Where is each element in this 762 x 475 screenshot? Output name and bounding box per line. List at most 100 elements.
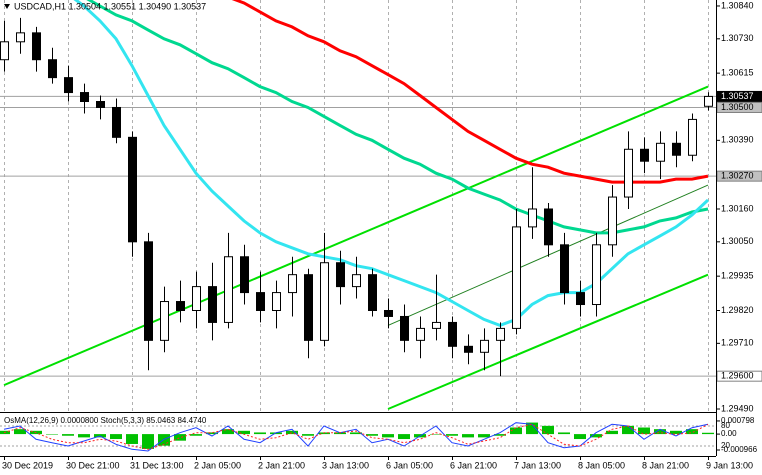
x-tick-label: 3 Jan 13:00 xyxy=(322,460,369,470)
osma-bar xyxy=(334,432,346,435)
candle-body xyxy=(480,339,489,353)
candle-body xyxy=(416,327,425,341)
x-tick-label: 31 Dec 13:00 xyxy=(130,460,184,470)
osma-bar xyxy=(446,434,458,436)
chart-title: USDCAD,H1 1.30504 1.30551 1.30490 1.3053… xyxy=(14,1,206,11)
osma-bar xyxy=(126,434,138,444)
osma-bar xyxy=(318,432,330,435)
x-tick-label: 9 Jan 13:00 xyxy=(706,460,753,470)
candle-body xyxy=(512,226,521,329)
candle-body xyxy=(496,327,505,341)
osma-bar xyxy=(46,434,58,435)
osma-bar xyxy=(222,429,234,435)
osma-bar xyxy=(590,434,602,438)
y-tick-label: 1.29710 xyxy=(721,338,754,348)
osma-bar xyxy=(254,432,266,435)
osma-bar xyxy=(382,434,394,438)
candle-body xyxy=(592,244,601,306)
candle-body xyxy=(656,142,665,162)
level-label: 1.30270 xyxy=(721,171,754,181)
candle-body xyxy=(352,274,361,288)
y-tick-label: 1.30840 xyxy=(721,0,754,10)
candle-body xyxy=(624,148,633,198)
x-tick-label: 30 Dec 21:00 xyxy=(66,460,120,470)
y-tick-label: 1.29935 xyxy=(721,271,754,281)
candle-body xyxy=(0,41,9,61)
osma-bar xyxy=(286,430,298,435)
osma-bar xyxy=(398,434,410,440)
candle-body xyxy=(176,301,185,311)
osma-bar xyxy=(78,434,90,438)
moving-average xyxy=(86,0,709,235)
osma-bar xyxy=(206,432,218,435)
candle-body xyxy=(400,315,409,341)
osma-bar xyxy=(622,425,634,435)
level-label: 1.29600 xyxy=(721,371,754,381)
y-tick-label: -0.000966 xyxy=(721,445,758,454)
osma-bar xyxy=(478,434,490,438)
osma-bar xyxy=(686,429,698,435)
y-tick-label: 1.30730 xyxy=(721,33,754,43)
candle-body xyxy=(336,262,345,288)
osma-bar xyxy=(574,434,586,440)
stoch-tick-label: 20 xyxy=(721,441,730,450)
osma-bar xyxy=(174,434,186,441)
candle-body xyxy=(320,262,329,341)
candle-body xyxy=(304,274,313,341)
stoch-line xyxy=(3,422,709,452)
candle-body xyxy=(144,241,153,341)
candle-body xyxy=(224,256,233,323)
candle-body xyxy=(704,95,713,107)
osma-bar xyxy=(462,434,474,438)
osma-bar xyxy=(558,432,570,435)
osma-bar xyxy=(654,429,666,435)
level-label: 1.30537 xyxy=(721,91,754,101)
osma-bar xyxy=(510,427,522,435)
candle-body xyxy=(432,321,441,329)
price-panel xyxy=(0,0,716,412)
osma-bar xyxy=(62,434,74,436)
osma-bar xyxy=(670,430,682,435)
candle-body xyxy=(16,32,25,43)
x-tick-label: 2 Jan 21:00 xyxy=(258,460,305,470)
osma-bar xyxy=(542,425,554,435)
candle-body xyxy=(160,301,169,341)
osma-bar xyxy=(14,429,26,435)
candle-body xyxy=(112,106,121,138)
candle-body xyxy=(80,92,89,103)
y-tick-label: 1.30050 xyxy=(721,236,754,246)
x-tick-label: 7 Jan 13:00 xyxy=(514,460,561,470)
oscillator-title: OsMA(12,26,9) 0.0000800 Stoch(5,3,3) 85.… xyxy=(4,416,207,425)
candle-body xyxy=(48,59,57,79)
x-tick-label: 8 Jan 05:00 xyxy=(578,460,625,470)
osma-bar xyxy=(494,434,506,436)
level-label: 1.30500 xyxy=(721,102,754,112)
symbol-icon xyxy=(4,4,10,9)
stoch-tick-label: 80 xyxy=(721,421,730,430)
candle-body xyxy=(96,101,105,108)
osma-bar xyxy=(238,430,250,435)
candle-body xyxy=(32,32,41,61)
candle-body xyxy=(64,77,73,94)
candle-body xyxy=(272,292,281,311)
osma-bar xyxy=(190,434,202,436)
x-tick-label: 2 Jan 05:00 xyxy=(194,460,241,470)
candle-body xyxy=(688,118,697,156)
candle-body xyxy=(528,208,537,228)
x-tick-label: 6 Jan 21:00 xyxy=(450,460,497,470)
candle-body xyxy=(192,286,201,311)
osma-bar xyxy=(638,427,650,435)
trend-line xyxy=(3,85,709,387)
candle-body xyxy=(464,345,473,353)
candle-body xyxy=(640,148,649,162)
candle-body xyxy=(672,142,681,156)
y-tick-label: 1.30615 xyxy=(721,68,754,78)
y-tick-label: 1.30390 xyxy=(721,135,754,145)
osma-bar xyxy=(110,434,122,440)
x-tick-label: 6 Jan 05:00 xyxy=(386,460,433,470)
osma-bar xyxy=(302,434,314,436)
candle-body xyxy=(576,292,585,306)
candle-body xyxy=(128,136,137,243)
